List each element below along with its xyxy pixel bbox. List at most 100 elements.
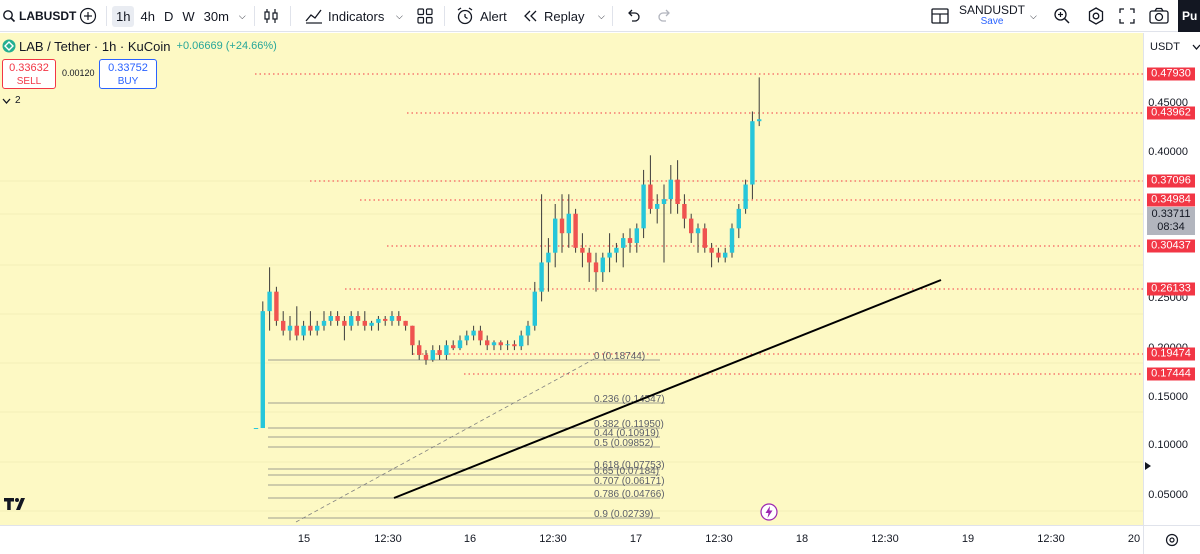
layout-save-button[interactable]: SANDUSDT Save [959, 0, 1025, 32]
level-price-label: 0.43962 [1147, 106, 1195, 120]
candle-body [471, 330, 476, 336]
candle-body [505, 344, 510, 346]
publish-button[interactable]: Pu [1178, 0, 1200, 32]
timeframe-1h[interactable]: 1h [112, 5, 135, 27]
timeframe-w[interactable]: W [182, 8, 195, 24]
tradingview-logo-icon [4, 498, 25, 510]
fib-level-label: 0 (0.18744) [594, 351, 645, 362]
scale-settings-button[interactable] [1143, 525, 1200, 554]
time-tick: 15 [297, 533, 311, 545]
candle-body [396, 316, 401, 321]
bar-countdown: 08:34 [1157, 221, 1185, 233]
buy-button[interactable]: 0.33752 BUY [99, 59, 157, 89]
magnifier-plus-icon [1054, 8, 1070, 24]
replay-label: Replay [544, 8, 585, 24]
chart-pane[interactable]: 0.236 (0.14547) 0.382 (0.11950) 0.44 (0.10… [0, 33, 1143, 525]
candle-body [546, 252, 551, 263]
candle-body [267, 291, 272, 312]
replay-button[interactable]: Replay [522, 0, 584, 32]
indicator-collapse-toggle[interactable]: 2 [2, 95, 21, 106]
lightning-icon[interactable] [760, 503, 778, 521]
fib-level-label: 0.707 (0.06171) [594, 476, 665, 487]
window-layout-icon [931, 8, 949, 24]
price-change: +0.06669 (+24.66%) [176, 40, 277, 52]
fullscreen-icon [1119, 8, 1135, 24]
price-tick: 0.40000 [1148, 146, 1188, 158]
time-tick: 20 [1127, 533, 1141, 545]
currency-selector[interactable]: USDT [1150, 41, 1200, 53]
trend-line [393, 279, 942, 499]
candle-body [621, 238, 626, 248]
candle-body [464, 335, 469, 341]
candle-body [539, 262, 544, 292]
alert-button[interactable]: Alert [455, 0, 507, 32]
timeframe-30m[interactable]: 30m [203, 8, 229, 24]
candle-body [566, 213, 571, 234]
candle-body [675, 179, 680, 204]
time-tick: 19 [961, 533, 975, 545]
candle-body [573, 213, 578, 248]
candle-body [294, 325, 299, 336]
fib-level-label: 0.9 (0.02739) [594, 509, 654, 520]
buy-label: BUY [117, 76, 139, 87]
indicators-dropdown[interactable]: ⌵ [392, 0, 403, 32]
candle-body [655, 204, 660, 209]
candle-body [274, 291, 279, 321]
price-chart[interactable]: 0.236 (0.14547) 0.382 (0.11950)0.44 (0.10… [0, 33, 1143, 525]
layout-grid-button[interactable] [416, 0, 434, 32]
layout-dropdown[interactable]: ⌵ [1026, 0, 1037, 32]
layout-icon-button[interactable] [930, 0, 950, 32]
candle-body [403, 320, 408, 326]
symbol-name: LABUSDT [19, 9, 77, 23]
candle-body [689, 218, 694, 234]
redo-icon [658, 9, 670, 22]
sell-button[interactable]: 0.33632 SELL [2, 59, 56, 89]
compare-symbol-button[interactable] [79, 0, 97, 32]
symbol-search[interactable]: LABUSDT [2, 0, 76, 32]
time-tick: 17 [629, 533, 643, 545]
candle-body [512, 344, 517, 347]
fullscreen-button[interactable] [1118, 0, 1136, 32]
snapshot-button[interactable] [1148, 0, 1170, 32]
chevron-down-icon [2, 98, 11, 104]
candle-body [498, 342, 503, 346]
fib-level-label: 0.382 (0.11950) [594, 419, 664, 430]
indicators-label: Indicators [328, 8, 385, 24]
price-tick: 0.10000 [1148, 439, 1188, 451]
scroll-to-realtime-icon[interactable] [1144, 461, 1152, 471]
candle-body [430, 350, 435, 360]
candle-body [580, 247, 585, 253]
symbol-description[interactable]: LAB / Tether · 1h · KuCoin [19, 38, 171, 54]
candle-body [457, 340, 463, 349]
level-price-label: 0.30437 [1147, 239, 1195, 253]
timeframe-d[interactable]: D [163, 8, 174, 24]
level-price-label: 0.17444 [1147, 367, 1195, 381]
search-icon [3, 10, 16, 23]
time-tick: 18 [795, 533, 809, 545]
quick-search-button[interactable] [1052, 0, 1072, 32]
redo-button[interactable] [656, 0, 674, 32]
fib-level-label: 0.618 (0.07753) [594, 460, 665, 471]
settings-button[interactable] [1086, 0, 1106, 32]
price-scale[interactable]: USDT 0.45000 0.40000 0.25000 0.20000 0.1… [1143, 33, 1200, 525]
chevron-down-icon: ⌵ [1030, 10, 1037, 21]
save-label: Save [980, 16, 1004, 27]
candle-body [736, 208, 741, 229]
undo-button[interactable] [624, 0, 642, 32]
candle-body [389, 316, 395, 321]
candle-body [355, 316, 361, 321]
candle-style-button[interactable] [262, 0, 280, 32]
timeframe-4h[interactable]: 4h [140, 8, 155, 24]
fib-level-label: 0.5 (0.09852) [594, 438, 654, 449]
spread-value: 0.00120 [62, 68, 95, 78]
candle-body [417, 345, 422, 355]
time-scale[interactable]: 15 12:30 16 12:30 17 12:30 18 12:30 19 1… [0, 525, 1143, 554]
candle-body [614, 247, 619, 253]
indicators-button[interactable]: Indicators [304, 0, 384, 32]
timeframe-dropdown-chevron-icon[interactable]: ⌵ [238, 10, 246, 21]
time-tick: 12:30 [705, 533, 733, 545]
replay-dropdown[interactable]: ⌵ [594, 0, 605, 32]
candle-body [281, 320, 286, 331]
candle-body [308, 325, 313, 331]
sell-label: SELL [16, 76, 42, 87]
